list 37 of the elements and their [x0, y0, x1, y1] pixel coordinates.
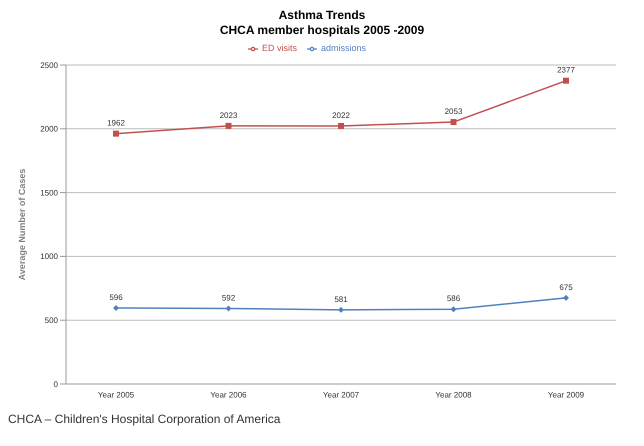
y-tick-label: 500 [44, 316, 59, 326]
point [450, 306, 456, 312]
y-tick-label: 2000 [40, 124, 59, 134]
point [226, 305, 232, 312]
x-tick-label: Year 2009 [548, 390, 585, 400]
y-tick-label: 0 [54, 380, 59, 389]
text: CHCA – Children's Hospital Corporation of America [8, 412, 282, 426]
data-label: 592 [222, 293, 236, 302]
chart-title: Asthma Trends [278, 8, 366, 23]
y-tick-label: 2500 [40, 60, 59, 70]
point [338, 306, 344, 313]
legend-label: admissions [320, 43, 366, 53]
data-label: 1962 [107, 118, 126, 128]
point [226, 122, 232, 129]
point [563, 294, 569, 301]
data-label: 2023 [220, 110, 238, 120]
point [450, 119, 456, 126]
point [113, 304, 119, 311]
y-axis-title: Average Number of Cases [17, 168, 28, 280]
legend-label: ED visits [262, 43, 297, 53]
point [113, 130, 119, 137]
x-tick-label: Year 2008 [435, 390, 472, 400]
x-tick-label: Year 2006 [210, 390, 248, 400]
chart-subtitle: CHCA member hospitals 2005 -2009 [218, 23, 426, 38]
point [563, 78, 569, 84]
data-label: 596 [109, 292, 124, 302]
x-tick-label: Year 2005 [98, 390, 135, 400]
data-label: 2377 [557, 66, 576, 75]
x-tick-label: Year 2007 [322, 390, 360, 400]
data-label: 586 [446, 294, 461, 304]
point [338, 122, 344, 129]
y-tick-label: 1000 [40, 252, 59, 262]
data-label: 2053 [444, 107, 463, 116]
data-label: 2022 [332, 110, 350, 120]
y-tick-label: 1500 [40, 188, 59, 198]
data-label: 675 [559, 282, 574, 292]
data-label: 581 [334, 294, 348, 304]
